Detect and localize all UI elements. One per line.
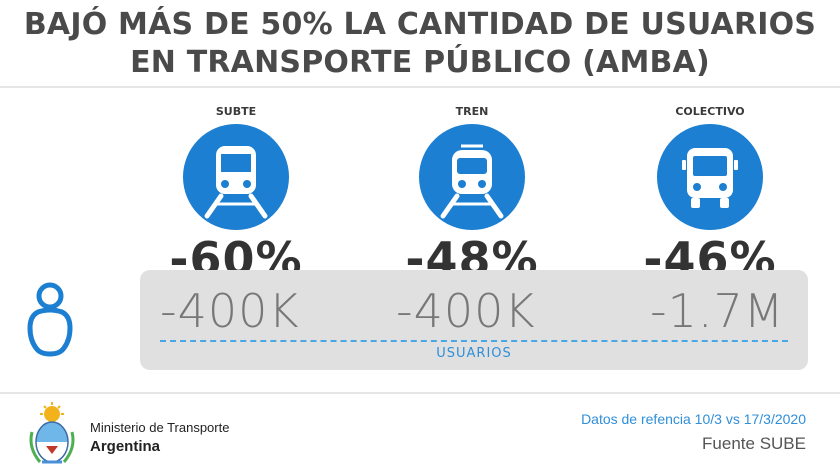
ministry-name: Ministerio de Transporte bbox=[90, 420, 230, 435]
data-source: Fuente SUBE bbox=[702, 434, 806, 453]
tren-users: -400K bbox=[396, 284, 536, 338]
mode-tren: TREN -48% bbox=[372, 104, 572, 286]
headline-line-1: BAJÓ MÁS DE 50% LA CANTIDAD DE USUARIOS bbox=[23, 7, 817, 42]
headline-line-2: EN TRANSPORTE PÚBLICO (AMBA) bbox=[130, 45, 710, 80]
divider-top bbox=[0, 86, 840, 88]
person-icon bbox=[22, 282, 78, 363]
bus-icon bbox=[657, 124, 763, 230]
argentina-coat-of-arms-icon bbox=[24, 402, 80, 471]
subte-users: -400K bbox=[160, 284, 300, 338]
mode-label: COLECTIVO bbox=[675, 105, 745, 118]
mode-subte: SUBTE -60% bbox=[136, 104, 336, 286]
colectivo-users: -1.7M bbox=[650, 284, 785, 338]
reference-dates: Datos de refencia 10/3 vs 17/3/2020 bbox=[581, 411, 806, 427]
dashed-divider bbox=[160, 340, 788, 342]
users-band: -400K -400K -1.7M USUARIOS bbox=[140, 270, 808, 370]
train-icon bbox=[419, 124, 525, 230]
divider-bottom bbox=[0, 392, 840, 394]
mode-label: TREN bbox=[455, 105, 489, 118]
headline: BAJÓ MÁS DE 50% LA CANTIDAD DE USUARIOS … bbox=[0, 6, 840, 82]
users-label: USUARIOS bbox=[436, 346, 512, 361]
mode-label: SUBTE bbox=[215, 105, 257, 118]
subway-icon bbox=[183, 124, 289, 230]
mode-colectivo: COLECTIVO -46% bbox=[610, 104, 810, 286]
ministry-country: Argentina bbox=[90, 438, 161, 455]
